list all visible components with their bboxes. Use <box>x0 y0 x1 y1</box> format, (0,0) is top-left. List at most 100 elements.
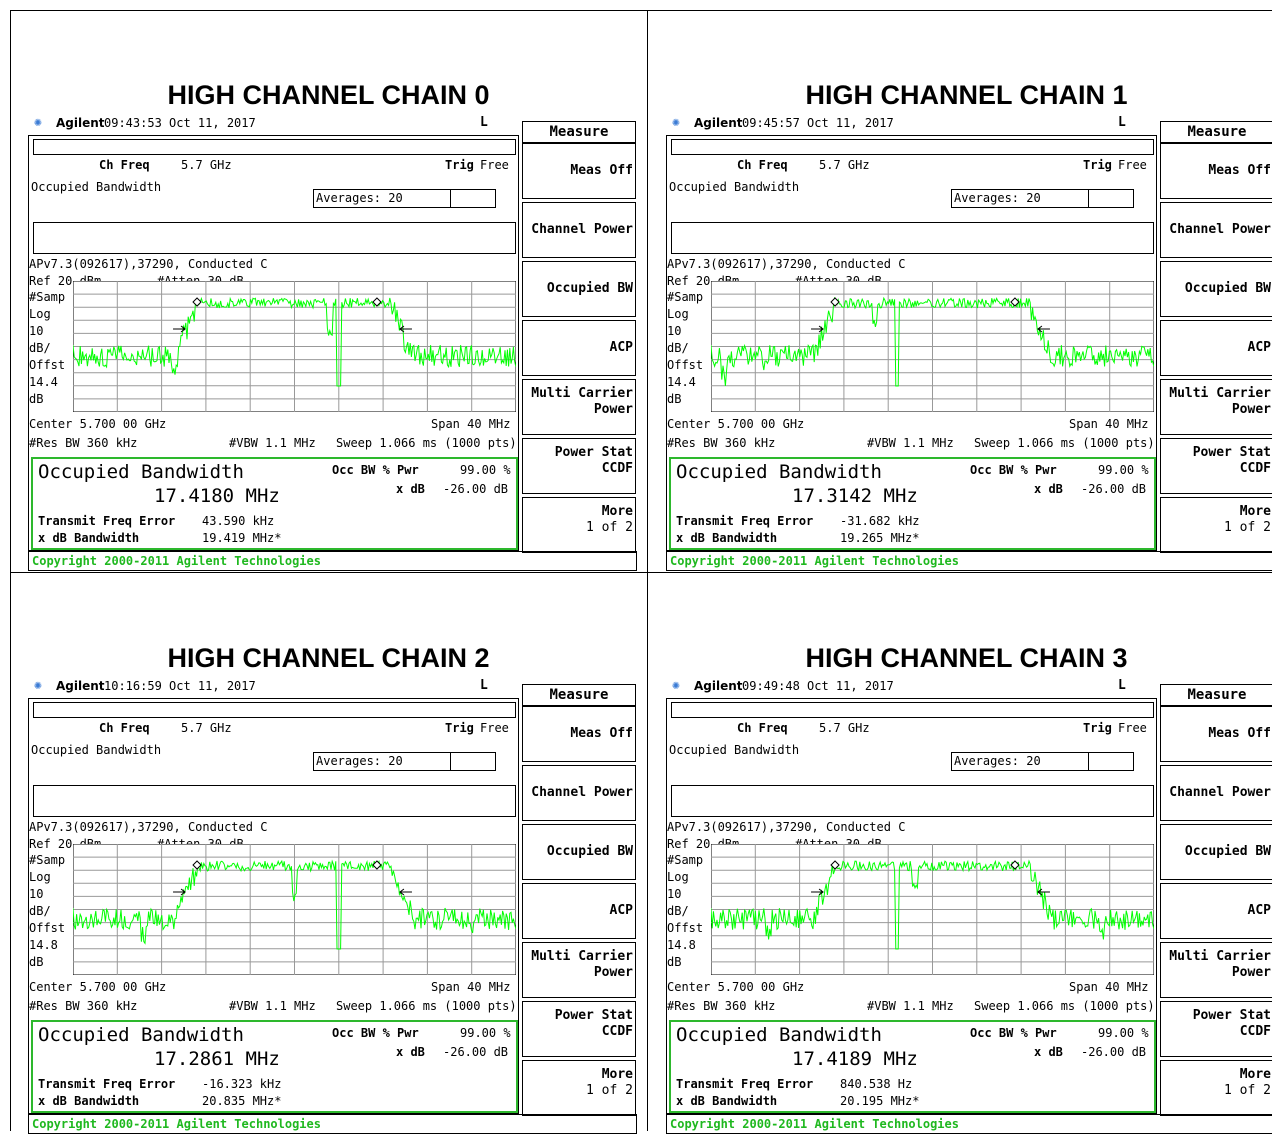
xdbbw-value: 20.195 MHz* <box>840 1094 920 1108</box>
softkey-more[interactable]: More 1 of 2 <box>522 1060 636 1116</box>
ch-freq-value: 5.7 GHz <box>181 158 232 172</box>
softkey-power-stat[interactable]: Power Stat CCDF <box>1160 1001 1272 1057</box>
obw-title: Occupied Bandwidth <box>38 461 244 483</box>
ch-freq-value: 5.7 GHz <box>819 158 870 172</box>
obw-value: 17.4180 MHz <box>154 485 280 507</box>
softkey-occupied-bw[interactable]: Occupied BW <box>1160 261 1272 317</box>
samp-label: #Samp <box>667 290 704 304</box>
softkey-occupied-bw[interactable]: Occupied BW <box>1160 824 1272 880</box>
softkey-channel-power[interactable]: Channel Power <box>522 202 636 258</box>
softkey-acp[interactable]: ACP <box>522 320 636 376</box>
offset-label: Offst <box>667 921 704 935</box>
tfe-label: Transmit Freq Error <box>676 514 814 528</box>
measurement-panel: Ch Freq 5.7 GHz Trig Free Occupied Bandw… <box>666 698 1157 1114</box>
offset-unit: dB <box>667 955 682 969</box>
softkey-meas-off[interactable]: Meas Off <box>1160 143 1272 199</box>
tfe-label: Transmit Freq Error <box>38 1077 176 1091</box>
offset-value: 14.4 <box>667 375 696 389</box>
softkey-channel-power[interactable]: Channel Power <box>1160 765 1272 821</box>
softkey-sublabel: 1 of 2 <box>1224 1083 1271 1098</box>
span: Span 40 MHz <box>1069 980 1149 994</box>
softkey-multi-carrier[interactable]: Multi Carrier Power <box>1160 379 1272 435</box>
softkey-menu-title: Measure <box>522 121 636 143</box>
softkey-power-stat[interactable]: Power Stat CCDF <box>1160 438 1272 494</box>
softkey-label: More <box>601 504 633 519</box>
ch-freq-label: Ch Freq <box>99 721 150 735</box>
xdb-label: x dB <box>1034 482 1063 496</box>
mode-label: Occupied Bandwidth <box>31 743 162 757</box>
log-label: Log <box>29 870 51 884</box>
status-header: ✺ Agilent 09:45:57 Oct 11, 2017 L <box>666 113 1160 133</box>
softkey-sublabel: CCDF <box>601 1024 633 1039</box>
samp-label: #Samp <box>29 290 66 304</box>
analyzer-screen: ✺ Agilent 10:16:59 Oct 11, 2017 L Measur… <box>28 676 637 1135</box>
softkey-multi-carrier[interactable]: Multi Carrier Power <box>522 942 636 998</box>
scale-unit: dB/ <box>667 904 689 918</box>
softkey-multi-carrier[interactable]: Multi Carrier Power <box>1160 942 1272 998</box>
softkey-label: Power Stat <box>1192 445 1271 460</box>
trace-label: APv7.3(092617),37290, Conducted C <box>29 820 268 834</box>
softkey-meas-off[interactable]: Meas Off <box>1160 706 1272 762</box>
trace-label: APv7.3(092617),37290, Conducted C <box>667 257 906 271</box>
xdb-label: x dB <box>1034 1045 1063 1059</box>
softkey-power-stat[interactable]: Power Stat CCDF <box>522 1001 636 1057</box>
ch-freq-value: 5.7 GHz <box>181 721 232 735</box>
brand-name: Agilent <box>56 679 105 693</box>
results-box: Occupied Bandwidth 17.4180 MHz Occ BW % … <box>31 457 518 550</box>
softkey-label: More <box>1239 1067 1271 1082</box>
offset-label: Offst <box>29 921 66 935</box>
softkey-occupied-bw[interactable]: Occupied BW <box>522 824 636 880</box>
softkey-more[interactable]: More 1 of 2 <box>1160 497 1272 553</box>
averages-value: Averages: 20 <box>316 191 403 205</box>
averages-progress <box>450 190 495 207</box>
copyright-bar: Copyright 2000-2011 Agilent Technologies <box>28 1114 637 1134</box>
softkey-multi-carrier[interactable]: Multi Carrier Power <box>522 379 636 435</box>
status-header: ✺ Agilent 09:43:53 Oct 11, 2017 L <box>28 113 522 133</box>
averages-box: Averages: 20 <box>951 189 1134 208</box>
status-header: ✺ Agilent 10:16:59 Oct 11, 2017 L <box>28 676 522 696</box>
softkey-channel-power[interactable]: Channel Power <box>522 765 636 821</box>
xdbbw-value: 20.835 MHz* <box>202 1094 282 1108</box>
softkey-sublabel: 1 of 2 <box>1224 520 1271 535</box>
center-frequency: Center 5.700 00 GHz <box>667 417 805 431</box>
obw-title: Occupied Bandwidth <box>676 1024 882 1046</box>
trig-value: Free <box>480 721 509 735</box>
input-bar <box>33 222 516 254</box>
softkey-meas-off[interactable]: Meas Off <box>522 706 636 762</box>
softkey-more[interactable]: More 1 of 2 <box>1160 1060 1272 1116</box>
softkey-acp[interactable]: ACP <box>522 883 636 939</box>
softkey-sublabel: 1 of 2 <box>586 1083 633 1098</box>
softkey-acp[interactable]: ACP <box>1160 320 1272 376</box>
softkey-meas-off[interactable]: Meas Off <box>522 143 636 199</box>
softkey-menu-title: Measure <box>1160 684 1272 706</box>
marker-indicator: L <box>480 678 488 693</box>
tfe-value: 43.590 kHz <box>202 514 275 528</box>
softkey-label: Channel Power <box>1169 785 1271 800</box>
analyzer-cell-1: HIGH CHANNEL CHAIN 1 ✺ Agilent 09:45:57 … <box>648 10 1272 572</box>
cell-title: HIGH CHANNEL CHAIN 3 <box>805 643 1128 673</box>
softkey-label: ACP <box>1247 903 1271 918</box>
mode-label: Occupied Bandwidth <box>31 180 162 194</box>
scale-labels: #Samp Log 10 dB/ Offst 14.4 dB <box>29 289 65 408</box>
tfe-value: -31.682 kHz <box>840 514 920 528</box>
softkey-channel-power[interactable]: Channel Power <box>1160 202 1272 258</box>
softkey-acp[interactable]: ACP <box>1160 883 1272 939</box>
xdbbw-label: x dB Bandwidth <box>676 1094 778 1108</box>
occbw-label: Occ BW % Pwr <box>970 1026 1057 1040</box>
marker-indicator: L <box>1118 678 1126 693</box>
results-box: Occupied Bandwidth 17.4189 MHz Occ BW % … <box>669 1020 1156 1113</box>
log-label: Log <box>29 307 51 321</box>
samp-label: #Samp <box>29 853 66 867</box>
message-bar <box>671 702 1154 718</box>
scale-labels: #Samp Log 10 dB/ Offst 14.8 dB <box>29 852 65 971</box>
brand-name: Agilent <box>694 116 743 130</box>
xdb-value: -26.00 dB <box>1081 482 1147 496</box>
spectrum-plot <box>711 281 1154 412</box>
softkey-power-stat[interactable]: Power Stat CCDF <box>522 438 636 494</box>
softkey-occupied-bw[interactable]: Occupied BW <box>522 261 636 317</box>
occbw-label: Occ BW % Pwr <box>332 463 419 477</box>
vbw: #VBW 1.1 MHz <box>229 436 316 450</box>
softkey-label: Occupied BW <box>1184 844 1271 859</box>
trig-label: Trig <box>1083 721 1112 735</box>
softkey-more[interactable]: More 1 of 2 <box>522 497 636 553</box>
